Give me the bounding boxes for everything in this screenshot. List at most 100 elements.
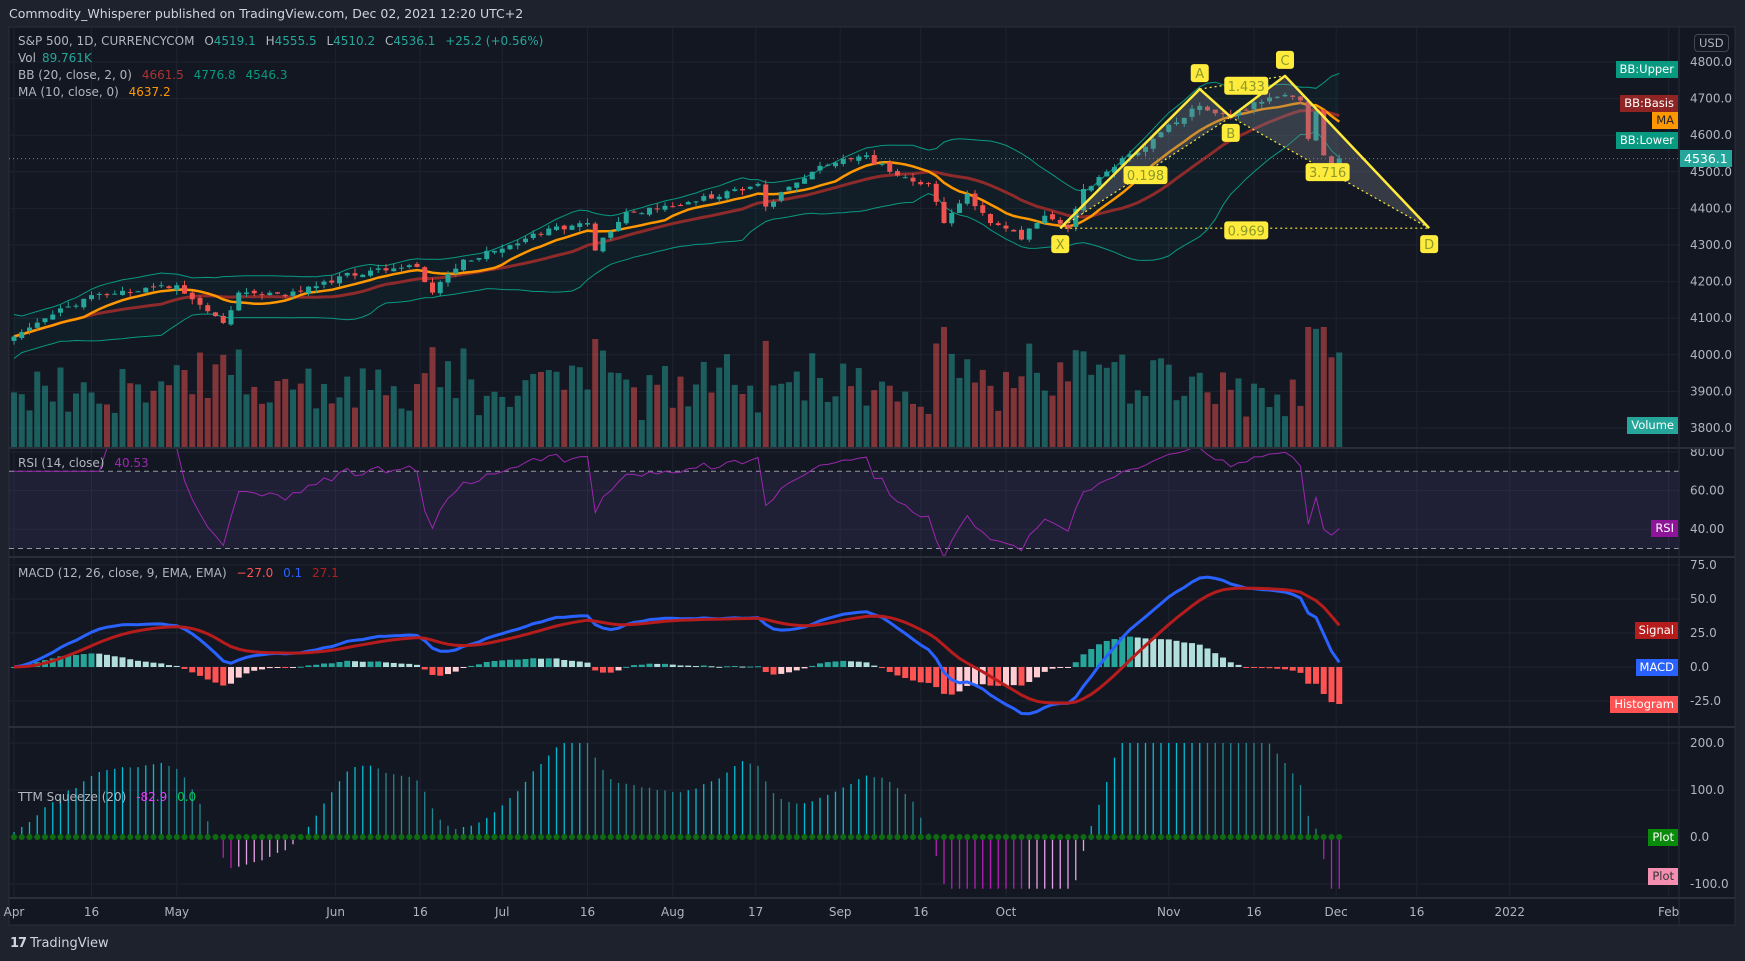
candle xyxy=(1096,175,1102,189)
candle-body xyxy=(236,292,242,311)
tradingview-logo-icon[interactable]: 17 xyxy=(10,936,27,951)
axis-tick-label: 3900.0 xyxy=(1690,384,1732,398)
candle xyxy=(461,258,466,272)
ttm-squeeze-dot xyxy=(1065,834,1071,840)
candle xyxy=(360,273,366,278)
volume-legend[interactable]: Vol 89.761K xyxy=(18,51,98,65)
candle-body xyxy=(701,196,707,201)
macd-histogram-bar xyxy=(390,662,397,667)
ttm-squeeze-dot xyxy=(553,834,560,840)
volume-bar xyxy=(933,343,940,447)
candle-body xyxy=(151,286,156,288)
time-axis-label: Apr xyxy=(4,905,25,919)
volume-bar xyxy=(1134,390,1141,447)
ttm-squeeze-dot xyxy=(290,834,296,840)
macd-histogram-bar xyxy=(1088,649,1095,667)
ttm-squeeze-dot xyxy=(1080,834,1087,840)
candle-body xyxy=(561,225,567,230)
candle xyxy=(724,189,730,201)
axis-tick-label: 60.00 xyxy=(1690,484,1724,498)
macd-histogram-bar xyxy=(995,667,1002,686)
ttm-squeeze-dot xyxy=(1173,834,1180,840)
volume-bar xyxy=(1305,327,1312,447)
macd-histogram-bar xyxy=(979,667,986,685)
macd-histogram-bar xyxy=(158,663,165,667)
ttm-squeeze-dot xyxy=(801,834,808,840)
ttm-squeeze-dot xyxy=(1119,834,1126,840)
macd-histogram-bar xyxy=(1243,667,1250,668)
pattern-point-label-box xyxy=(1276,50,1294,69)
brand-name[interactable]: TradingView xyxy=(30,936,109,951)
bb-legend[interactable]: BB (20, close, 2, 0) 4661.5 4776.8 4546.… xyxy=(18,68,293,82)
volume-bar xyxy=(530,373,537,447)
ttm-squeeze-dot xyxy=(778,834,785,840)
ttm-legend[interactable]: TTM Squeeze (20) -82.9 0.0 xyxy=(18,790,202,804)
candle xyxy=(151,283,156,291)
volume-bar xyxy=(1010,388,1017,447)
ttm-squeeze-dot xyxy=(693,834,699,840)
candle xyxy=(546,225,552,236)
macd-histogram-bar xyxy=(104,654,110,667)
rsi-legend[interactable]: RSI (14, close) 40.53 xyxy=(18,456,155,470)
signal-tag: Signal xyxy=(1634,622,1678,639)
macd-histogram-bar xyxy=(1297,667,1304,673)
ttm-squeeze-dot xyxy=(1243,834,1250,840)
candle xyxy=(1205,105,1210,112)
candle-body xyxy=(538,233,544,235)
macd-histogram-bar xyxy=(677,665,684,667)
candle xyxy=(476,257,482,262)
volume-bar xyxy=(1274,394,1281,447)
macd-histogram-bar xyxy=(1266,667,1273,669)
candle xyxy=(817,161,823,174)
volume-bar xyxy=(1158,358,1164,447)
volume-bar xyxy=(1297,405,1304,447)
candle-body xyxy=(1104,171,1110,177)
candle xyxy=(964,190,970,206)
volume-bar xyxy=(917,406,924,447)
volume-bar xyxy=(49,401,56,447)
candle-body xyxy=(639,213,645,215)
symbol-label[interactable]: S&P 500, 1D, CURRENCYCOM xyxy=(18,34,195,48)
macd-histogram-bar xyxy=(925,667,932,683)
currency-button[interactable]: USD xyxy=(1694,34,1729,52)
candle xyxy=(569,224,575,230)
macd-histogram-bar xyxy=(383,662,389,667)
pattern-point-label-text: X xyxy=(1056,238,1065,253)
histogram-tag: Histogram xyxy=(1610,696,1678,713)
macd-histogram-bar xyxy=(468,665,475,667)
candle-body xyxy=(58,308,63,313)
macd-histogram-bar xyxy=(65,655,72,667)
candle xyxy=(484,246,490,262)
macd-histogram-bar xyxy=(964,667,971,686)
price-pane[interactable]: X A B C D 1.433 0.198 0.969 3.716 xyxy=(9,50,1679,447)
indicator-panes[interactable] xyxy=(9,447,1679,889)
candle-body xyxy=(96,293,102,295)
pattern-point-label-text: A xyxy=(1195,67,1204,82)
candle-body xyxy=(840,158,846,164)
candle xyxy=(523,236,528,244)
volume-bar xyxy=(1282,416,1288,447)
candle-body xyxy=(763,184,769,207)
candle xyxy=(1026,228,1032,243)
axis-tick-label: 0.0 xyxy=(1690,660,1709,674)
time-axis-label: 16 xyxy=(412,905,427,919)
macd-histogram-bar xyxy=(1204,648,1211,667)
candle xyxy=(120,286,125,296)
macd-legend[interactable]: MACD (12, 26, close, 9, EMA, EMA) −27.0 … xyxy=(18,566,345,580)
ttm-squeeze-dot xyxy=(654,834,661,840)
ma-legend[interactable]: MA (10, close, 0) 4637.2 xyxy=(18,85,177,99)
candle-body xyxy=(399,267,404,269)
macd-histogram-bar xyxy=(809,665,816,667)
volume-bar xyxy=(623,379,630,447)
candle xyxy=(685,200,691,205)
candle xyxy=(34,318,40,331)
ttm-squeeze-dot xyxy=(1018,834,1025,840)
ttm-squeeze-dot xyxy=(638,834,645,840)
volume-bar xyxy=(832,396,839,447)
candle xyxy=(1081,184,1086,214)
ohlc-close: C4536.1 xyxy=(384,34,436,48)
candle-body xyxy=(1081,189,1086,211)
ttm-squeeze-dot xyxy=(538,834,544,840)
volume-bar xyxy=(553,371,560,447)
